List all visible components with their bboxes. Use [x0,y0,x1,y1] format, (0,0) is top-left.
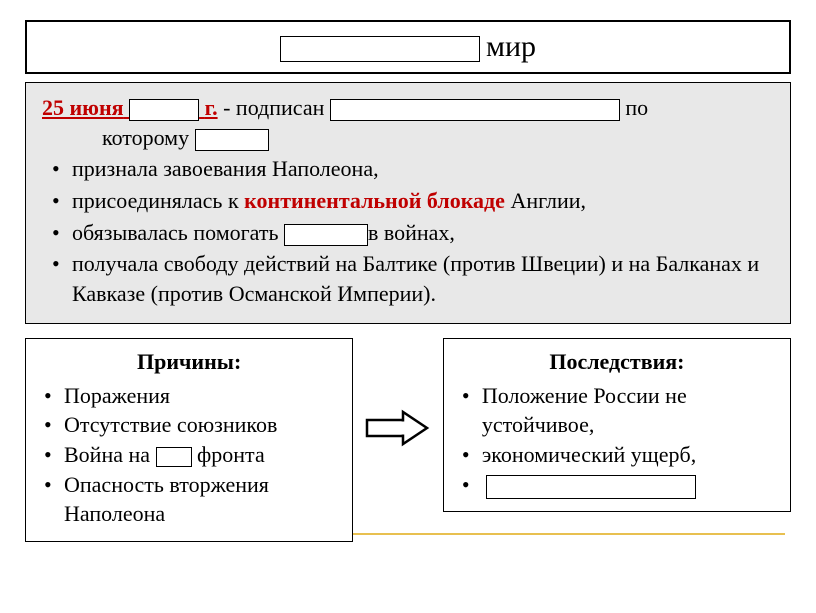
main-content-box: 25 июня г. - подписан по которому призна… [25,82,791,324]
cause-1: Поражения [40,381,338,411]
causes-panel: Причины: Поражения Отсутствие союзников … [25,338,353,542]
cause-4: Опасность вторжения Наполеона [40,470,338,529]
title-blank [280,36,480,62]
title-box: мир [25,20,791,74]
cause-2: Отсутствие союзников [40,410,338,440]
blockade-text: континентальной блокаде [244,188,505,213]
arrow-icon [365,408,431,448]
signed-text: - подписан [218,95,330,120]
cons-blank [486,475,696,499]
cons-2: экономический ущерб, [458,440,776,470]
causes-title: Причины: [40,347,338,377]
cause-3: Война на фронта [40,440,338,470]
term-1: признала завоевания Наполеона, [46,154,774,184]
title-suffix: мир [486,30,536,63]
po-text: по [620,95,648,120]
bottom-row: Причины: Поражения Отсутствие союзников … [25,338,791,542]
cons-3 [458,470,776,500]
consequences-title: Последствия: [458,347,776,377]
term-4: получала свободу действий на Балтике (пр… [46,249,774,308]
causes-list: Поражения Отсутствие союзников Война на … [40,381,338,529]
arrow-wrap [363,338,433,448]
term-2: присоединялась к континентальной блокаде… [46,186,774,216]
consequences-list: Положение России не устойчивое, экономич… [458,381,776,500]
consequences-panel: Последствия: Положение России не устойчи… [443,338,791,512]
terms-list: признала завоевания Наполеона, присоедин… [46,154,774,308]
treaty-line: 25 июня г. - подписан по [42,93,774,123]
country-blank [195,129,269,151]
kotoromu-text: которому [102,125,189,150]
help-blank [284,224,368,246]
date-text: 25 июня г. [42,95,218,120]
kotoromu-line: которому [42,123,774,153]
fronts-blank [156,447,192,467]
year-blank [129,99,199,121]
cons-1: Положение России не устойчивое, [458,381,776,440]
term-3: обязывалась помогать в войнах, [46,218,774,248]
treaty-name-blank [330,99,620,121]
